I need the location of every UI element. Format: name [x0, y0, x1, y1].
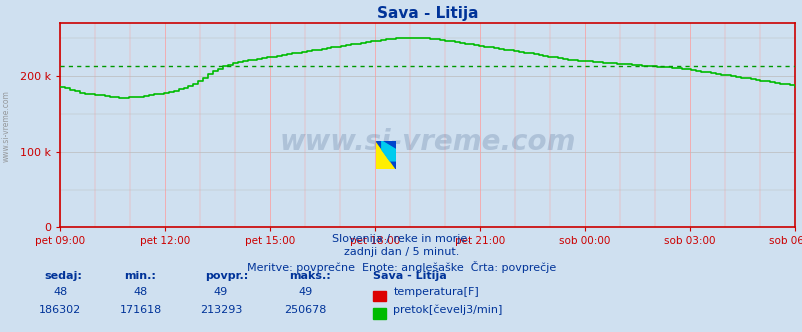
- Text: maks.:: maks.:: [289, 271, 330, 281]
- Text: temperatura[F]: temperatura[F]: [393, 288, 479, 297]
- Text: 48: 48: [133, 288, 148, 297]
- Text: 48: 48: [53, 288, 67, 297]
- Polygon shape: [375, 141, 395, 169]
- Polygon shape: [375, 141, 395, 169]
- Text: Meritve: povprečne  Enote: anglešaške  Črta: povprečje: Meritve: povprečne Enote: anglešaške Črt…: [246, 261, 556, 273]
- Text: pretok[čevelj3/min]: pretok[čevelj3/min]: [393, 304, 502, 315]
- Polygon shape: [382, 141, 395, 161]
- Text: zadnji dan / 5 minut.: zadnji dan / 5 minut.: [343, 247, 459, 257]
- Text: 49: 49: [213, 288, 228, 297]
- Text: www.si-vreme.com: www.si-vreme.com: [279, 128, 575, 156]
- Text: sedaj:: sedaj:: [44, 271, 82, 281]
- Text: min.:: min.:: [124, 271, 156, 281]
- Text: povpr.:: povpr.:: [205, 271, 248, 281]
- Title: Sava - Litija: Sava - Litija: [376, 6, 478, 21]
- Text: 213293: 213293: [200, 305, 241, 315]
- Text: 186302: 186302: [39, 305, 81, 315]
- Text: 250678: 250678: [284, 305, 326, 315]
- Text: Sava - Litija: Sava - Litija: [373, 271, 447, 281]
- Text: 49: 49: [298, 288, 312, 297]
- Text: 171618: 171618: [119, 305, 161, 315]
- Text: www.si-vreme.com: www.si-vreme.com: [2, 90, 11, 162]
- Text: Slovenija / reke in morje.: Slovenija / reke in morje.: [332, 234, 470, 244]
